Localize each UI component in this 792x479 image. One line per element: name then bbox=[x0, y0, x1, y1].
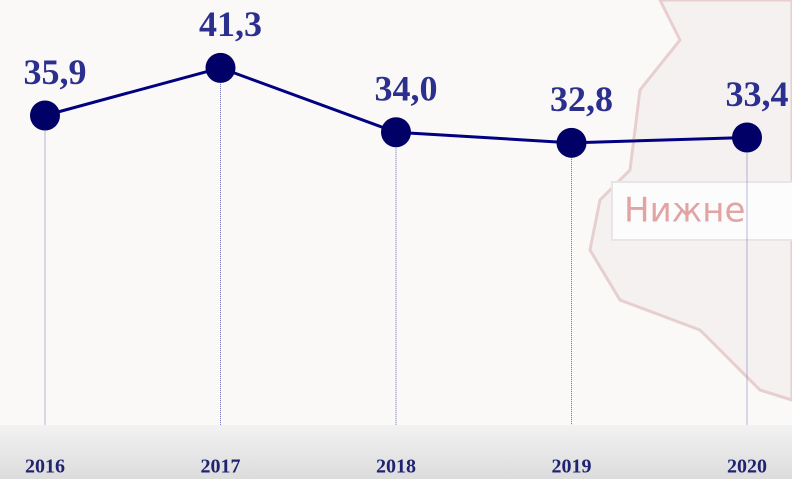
value-label: 34,0 bbox=[375, 69, 438, 109]
x-tick-label: 2017 bbox=[201, 456, 241, 478]
value-label: 33,4 bbox=[726, 74, 789, 114]
point bbox=[381, 117, 411, 148]
point bbox=[732, 122, 762, 153]
axis-band bbox=[0, 425, 792, 479]
point bbox=[30, 100, 60, 131]
x-tick-label: 2019 bbox=[552, 456, 592, 478]
value-label: 35,9 bbox=[24, 52, 87, 92]
value-label: 32,8 bbox=[550, 79, 613, 119]
point bbox=[556, 127, 587, 158]
point bbox=[205, 52, 236, 83]
x-tick-label: 2020 bbox=[727, 456, 767, 478]
x-tick-label: 2016 bbox=[25, 456, 65, 478]
map-label: Нижне bbox=[624, 191, 745, 231]
value-label: 41,3 bbox=[199, 4, 262, 44]
x-tick-label: 2018 bbox=[376, 456, 416, 478]
map-label-box bbox=[611, 181, 792, 241]
